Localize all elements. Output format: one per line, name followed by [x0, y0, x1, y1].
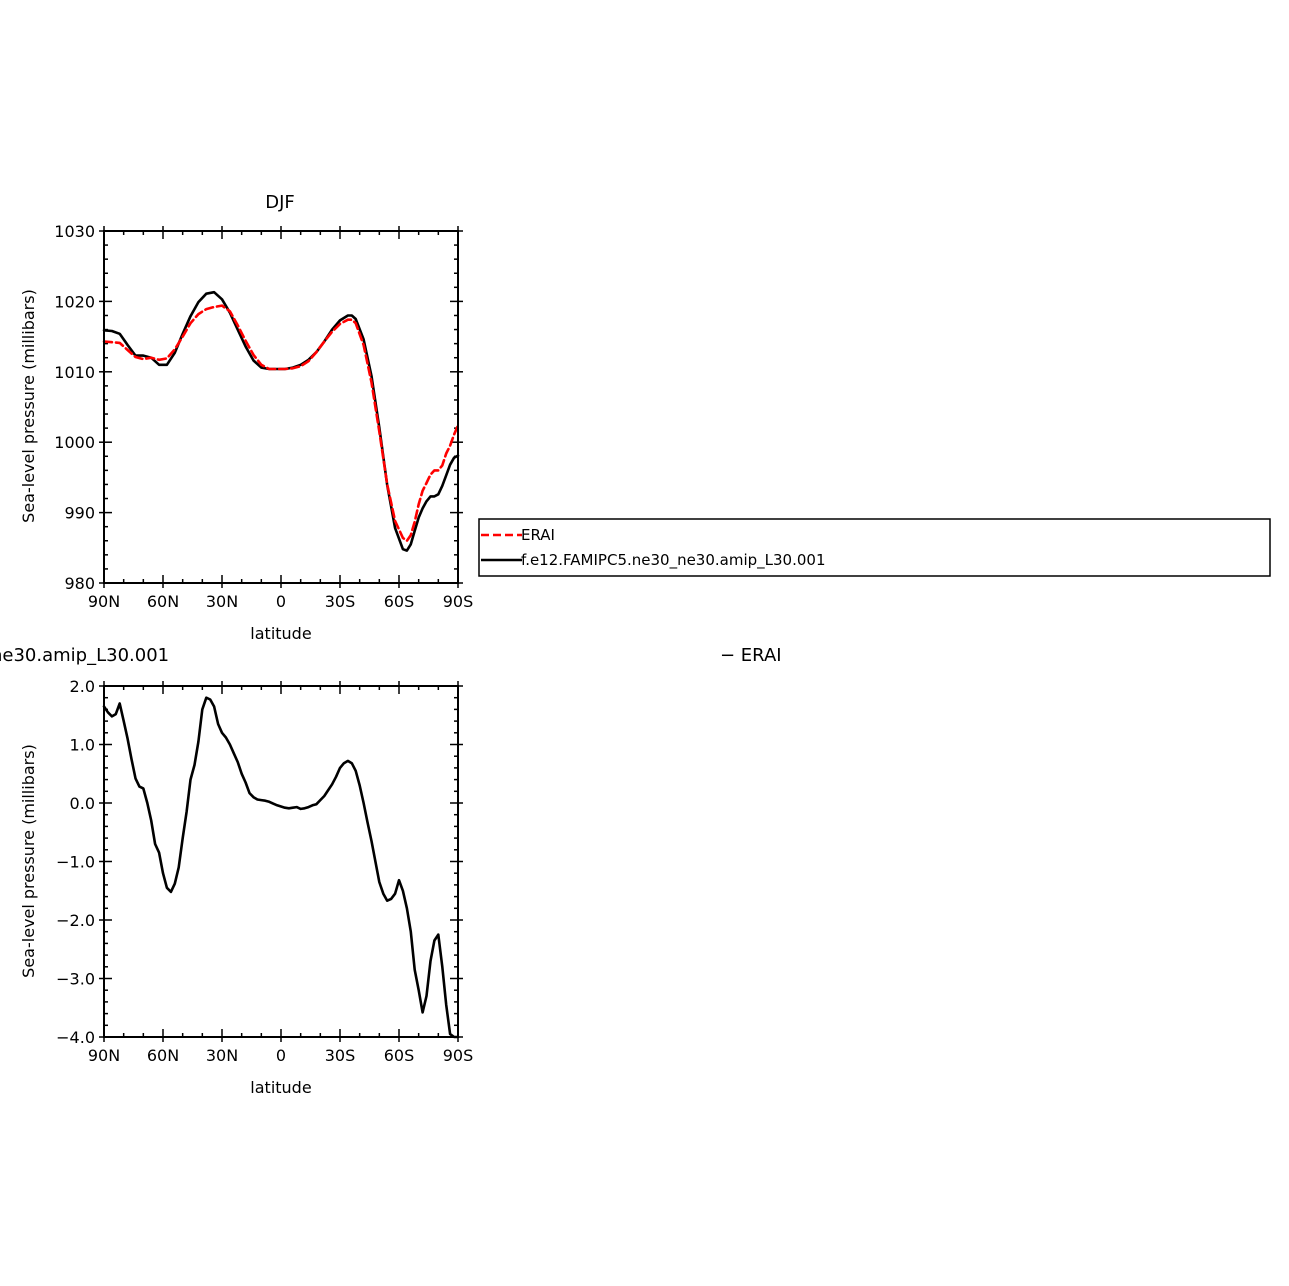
x-tick-label: 90N: [88, 592, 120, 611]
plot-series: [102, 696, 460, 1039]
x-tick-label: 30S: [325, 1046, 356, 1065]
series-line-1: [102, 290, 460, 552]
bottom-panel-difference: ne30.amip_L30.001 − ERAI latitude Sea-le…: [0, 645, 782, 1097]
plot-frame: [103, 230, 459, 584]
axis-ticks: [99, 226, 463, 588]
x-tick-label: 0: [276, 592, 286, 611]
x-tick-label: 90N: [88, 1046, 120, 1065]
y-tick-label: −2.0: [56, 911, 95, 930]
y-tick-label: −3.0: [56, 970, 95, 989]
y-tick-label: 1030: [54, 222, 95, 241]
y-axis-label: Sea-level pressure (millibars): [19, 289, 38, 523]
y-tick-label: 1020: [54, 292, 95, 311]
x-tick-label: 90S: [443, 592, 474, 611]
y-tick-label: −4.0: [56, 1028, 95, 1047]
x-tick-label: 0: [276, 1046, 286, 1065]
legend-label-model: f.e12.FAMIPC5.ne30_ne30.amip_L30.001: [521, 551, 826, 570]
y-tick-label: −1.0: [56, 853, 95, 872]
y-tick-label: 1000: [54, 433, 95, 452]
chart-title-left: ne30.amip_L30.001: [0, 645, 169, 666]
plot-series: [102, 290, 460, 552]
legend: ERAI f.e12.FAMIPC5.ne30_ne30.amip_L30.00…: [478, 518, 1271, 577]
y-tick-label: 1.0: [70, 736, 95, 755]
y-tick-label: 0.0: [70, 794, 95, 813]
x-axis-label: latitude: [250, 1078, 311, 1097]
y-tick-label: 990: [64, 504, 95, 523]
legend-box: [478, 518, 1271, 577]
series-line-0: [102, 304, 460, 543]
y-tick-label: 1010: [54, 363, 95, 382]
x-tick-label: 60S: [384, 592, 415, 611]
axis-ticks: [99, 681, 463, 1042]
x-tick-label: 60S: [384, 1046, 415, 1065]
plot-frame: [103, 685, 459, 1038]
x-tick-label: 30S: [325, 592, 356, 611]
top-panel-djf: DJF latitude Sea-level pressure (milliba…: [19, 192, 473, 643]
x-tick-label: 30N: [206, 1046, 238, 1065]
x-tick-label: 30N: [206, 592, 238, 611]
tick-labels: 90N 60N 30N 0 30S 60S 90S −4.0 −3.0 −2.0 −1.0 0.0 1.…: [56, 677, 473, 1065]
x-axis-label: latitude: [250, 624, 311, 643]
chart-title: DJF: [265, 192, 295, 213]
tick-labels: 90N 60N 30N 0 30S 60S 90S 980 990 1000 1010 1020 103…: [54, 222, 473, 611]
x-tick-label: 60N: [147, 1046, 179, 1065]
legend-label-erai: ERAI: [521, 526, 555, 544]
x-tick-label: 90S: [443, 1046, 474, 1065]
y-axis-label: Sea-level pressure (millibars): [19, 744, 38, 978]
y-tick-label: 980: [64, 574, 95, 593]
x-tick-label: 60N: [147, 592, 179, 611]
series-line-0: [102, 696, 460, 1039]
chart-title-right: − ERAI: [720, 645, 782, 666]
y-tick-label: 2.0: [70, 677, 95, 696]
